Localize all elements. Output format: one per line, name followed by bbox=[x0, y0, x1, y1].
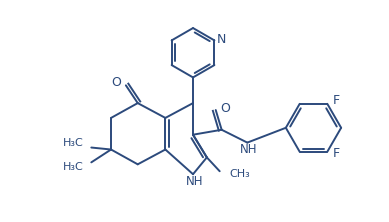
Text: F: F bbox=[333, 94, 340, 107]
Text: F: F bbox=[333, 147, 340, 160]
Text: N: N bbox=[217, 33, 226, 46]
Text: NH: NH bbox=[240, 143, 257, 156]
Text: H₃C: H₃C bbox=[63, 162, 83, 172]
Text: H₃C: H₃C bbox=[63, 138, 83, 148]
Text: CH₃: CH₃ bbox=[230, 169, 250, 179]
Text: NH: NH bbox=[186, 175, 204, 188]
Text: O: O bbox=[221, 101, 231, 115]
Text: O: O bbox=[111, 76, 121, 89]
